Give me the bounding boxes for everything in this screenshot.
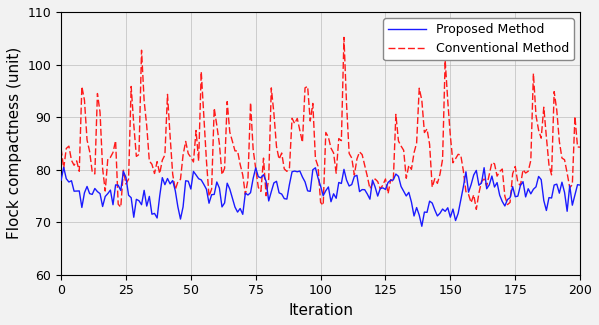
Conventional Method [276, 157, 283, 161]
Conventional Method [247, 101, 254, 105]
Conventional Method [60, 166, 67, 170]
Conventional Method [58, 147, 65, 150]
Proposed Method [418, 224, 425, 228]
Line: Proposed Method: Proposed Method [61, 167, 580, 226]
Proposed Method [107, 188, 114, 192]
Y-axis label: Flock compactness (unit): Flock compactness (unit) [7, 47, 22, 240]
Legend: Proposed Method, Conventional Method: Proposed Method, Conventional Method [383, 18, 574, 60]
Proposed Method [340, 167, 347, 171]
Conventional Method [537, 136, 544, 140]
Conventional Method [338, 139, 345, 143]
Proposed Method [58, 178, 65, 182]
Proposed Method [60, 165, 67, 169]
Conventional Method [473, 207, 480, 211]
Proposed Method [278, 192, 285, 196]
Conventional Method [576, 145, 583, 149]
Conventional Method [340, 35, 347, 39]
X-axis label: Iteration: Iteration [288, 303, 353, 318]
Conventional Method [104, 157, 111, 161]
Proposed Method [250, 176, 257, 180]
Proposed Method [576, 183, 583, 187]
Proposed Method [63, 177, 70, 181]
Proposed Method [537, 178, 544, 182]
Line: Conventional Method: Conventional Method [61, 37, 580, 209]
